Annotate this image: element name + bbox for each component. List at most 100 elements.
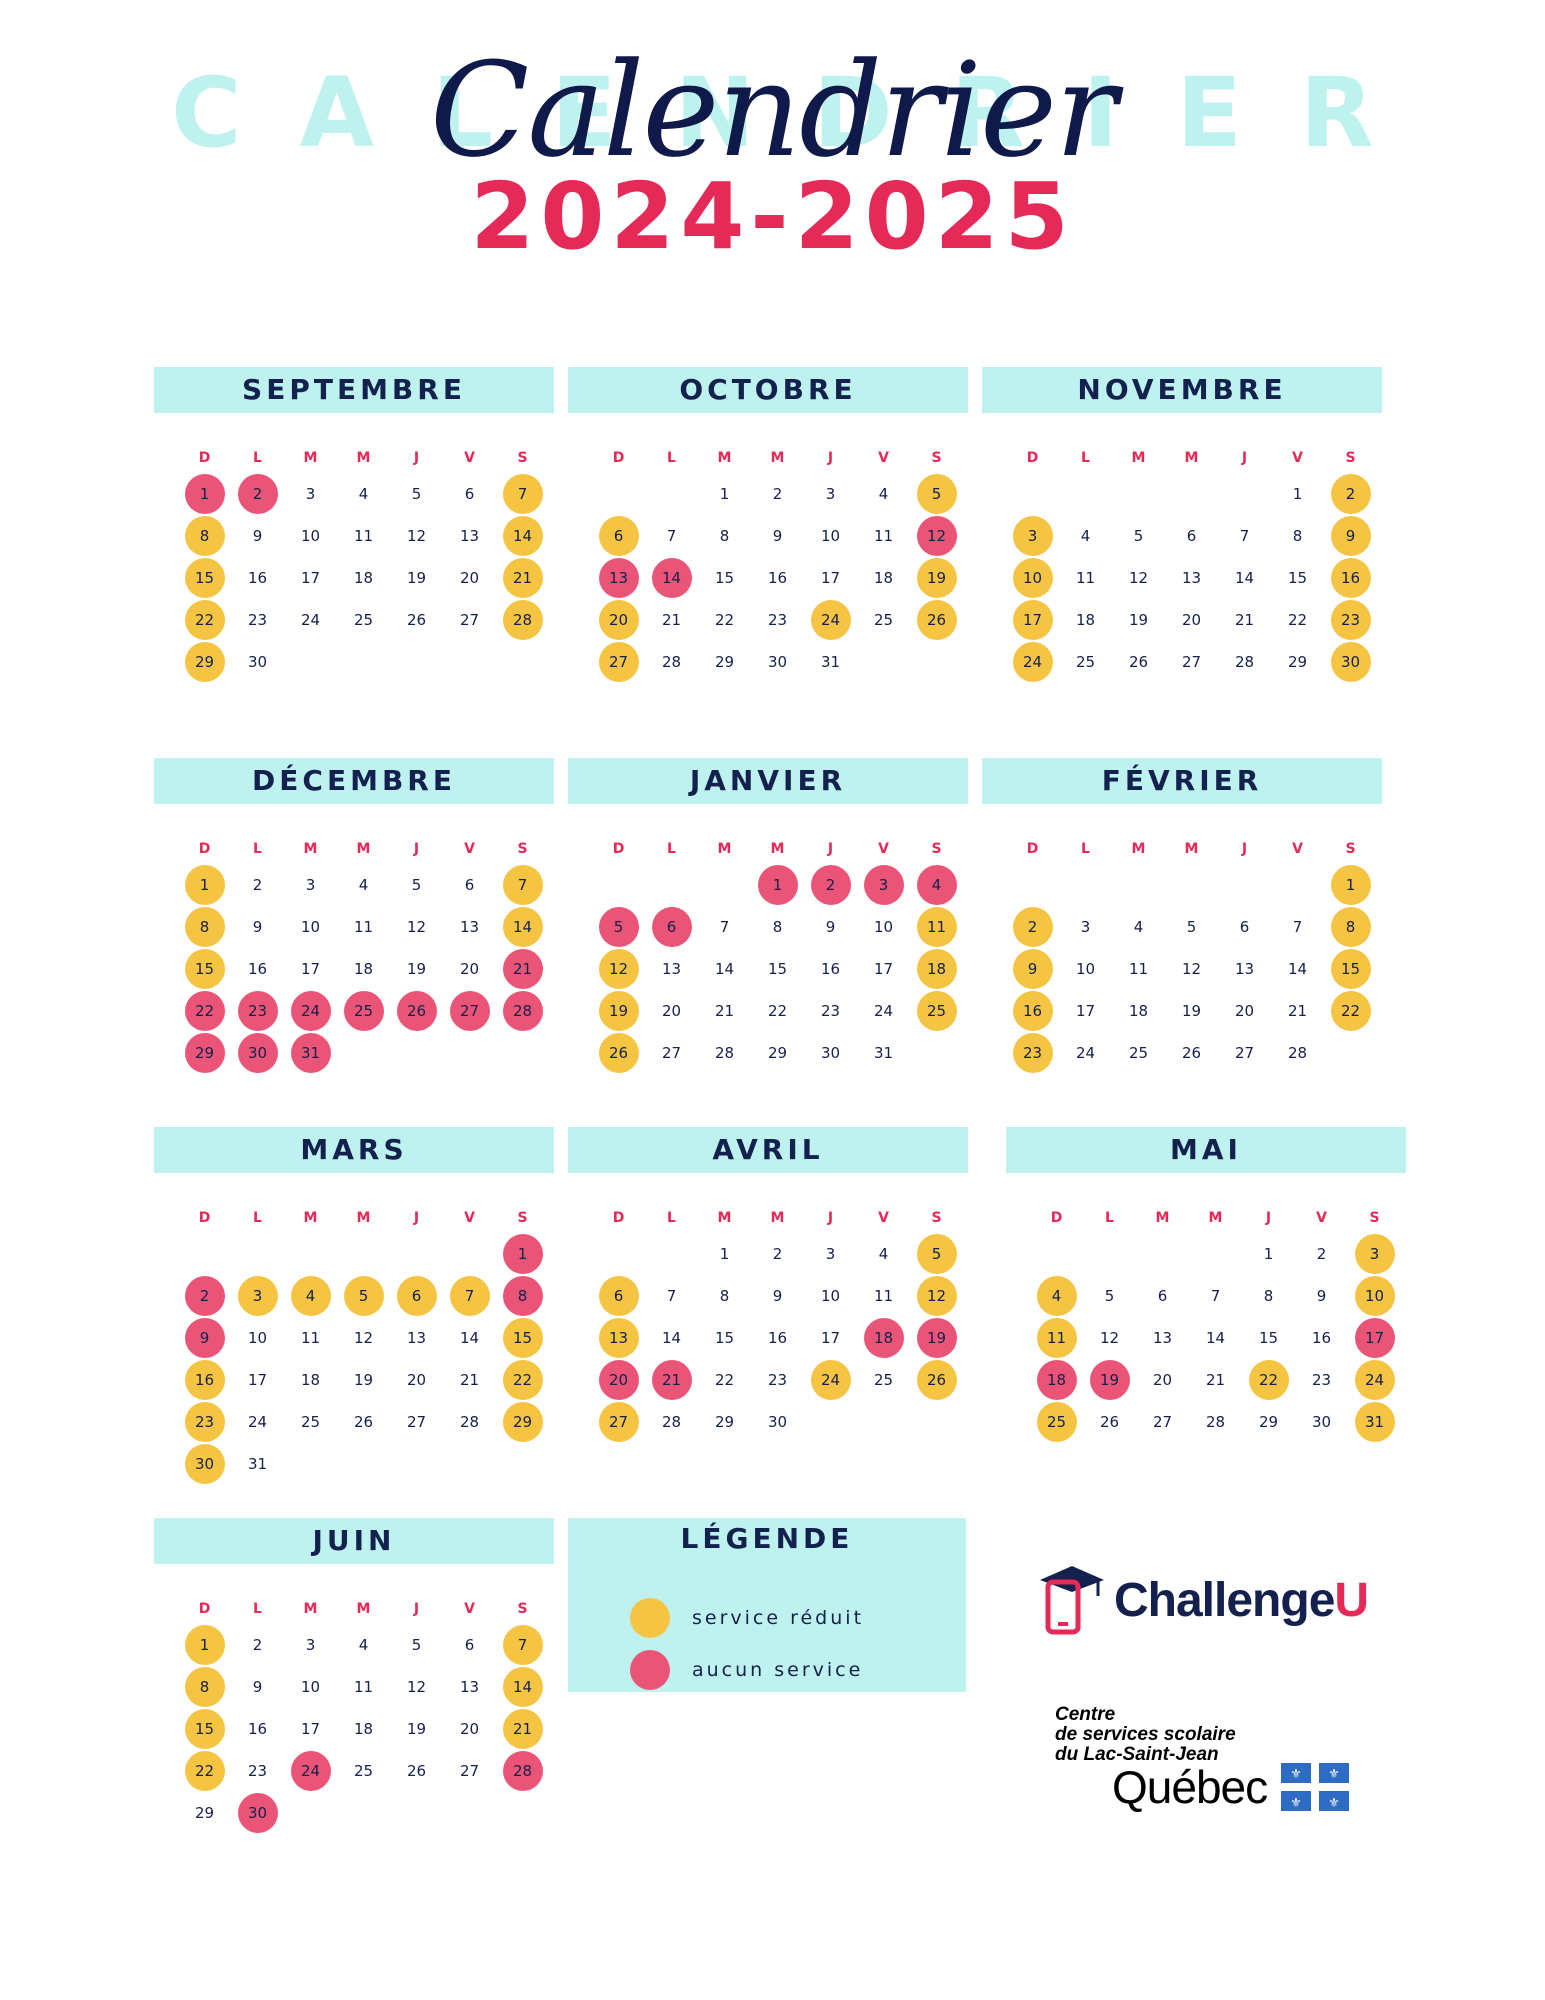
- day-reduced-service: 12: [598, 949, 639, 989]
- day: 13: [661, 960, 682, 978]
- background-letter: L: [431, 57, 494, 169]
- weekday-label: V: [464, 450, 475, 466]
- day-reduced-service: 26: [598, 1033, 639, 1073]
- phone-graduation-cap-icon: [1040, 1566, 1104, 1635]
- day-reduced-service: 12: [916, 1276, 957, 1316]
- weekday-label: D: [612, 450, 625, 466]
- day: 15: [1258, 1329, 1279, 1347]
- day: 28: [714, 1044, 735, 1062]
- day: 10: [873, 918, 894, 936]
- day-reduced-service: 23: [1012, 1033, 1053, 1073]
- day-reduced-service: 1: [184, 1625, 225, 1665]
- month-9: JUIN D L M M J V S 1 2 3 4 5 6 7 8 9 10 11 12 13 14 15 16 17 18 19…: [154, 1518, 554, 1834]
- day: 4: [358, 1636, 369, 1654]
- empty-day: [1030, 1233, 1083, 1275]
- empty-day: [1165, 473, 1218, 515]
- weekday-label: J: [827, 1210, 834, 1226]
- empty-day: [804, 1401, 857, 1443]
- day: 2: [1316, 1245, 1327, 1263]
- svg-text:⚜: ⚜: [1290, 1767, 1302, 1782]
- day: 5: [411, 485, 422, 503]
- day: 6: [464, 876, 475, 894]
- background-letter: D: [813, 57, 893, 169]
- day: 26: [1128, 653, 1149, 671]
- day: 1: [719, 485, 730, 503]
- day: 25: [873, 611, 894, 629]
- day: 28: [661, 653, 682, 671]
- week-row: 16 17 18 19 20 21 22: [1006, 990, 1382, 1032]
- day: 3: [305, 1636, 316, 1654]
- day-reduced-service: 4: [1036, 1276, 1077, 1316]
- script-title: Calendrier: [429, 34, 1117, 186]
- day: 29: [1258, 1413, 1279, 1431]
- day: 26: [406, 1762, 427, 1780]
- day: 25: [1075, 653, 1096, 671]
- day: 21: [1234, 611, 1255, 629]
- week-row: 1 2 3: [1030, 1233, 1406, 1275]
- week-row: 6 7 8 9 10 11 12: [592, 515, 968, 557]
- empty-day: [284, 1792, 337, 1834]
- day: 13: [459, 918, 480, 936]
- day-no-service: 6: [651, 907, 692, 947]
- day: 7: [719, 918, 730, 936]
- background-letter: N: [674, 57, 755, 169]
- background-letter: C: [171, 57, 242, 169]
- weekday-label: M: [356, 1210, 371, 1226]
- day-no-service: 9: [184, 1318, 225, 1358]
- day: 11: [353, 1678, 374, 1696]
- svg-text:⚜: ⚜: [1328, 1796, 1340, 1811]
- day: 29: [714, 1413, 735, 1431]
- day: 11: [1128, 960, 1149, 978]
- empty-day: [857, 641, 910, 683]
- day-reduced-service: 1: [184, 865, 225, 905]
- day-no-service: 30: [237, 1033, 278, 1073]
- background-letter: R: [950, 57, 1025, 169]
- day-reduced-service: 2: [1012, 907, 1053, 947]
- month-title: AVRIL: [568, 1127, 968, 1173]
- day: 11: [873, 527, 894, 545]
- day: 18: [300, 1371, 321, 1389]
- day: 15: [714, 1329, 735, 1347]
- weekday-label: S: [931, 841, 942, 857]
- day-reduced-service: 8: [184, 516, 225, 556]
- weekday-label: V: [464, 1210, 475, 1226]
- week-row: 12 13 14 15 16 17 18: [592, 948, 968, 990]
- empty-day: [390, 641, 443, 683]
- day: 29: [714, 653, 735, 671]
- day-reduced-service: 21: [502, 1709, 543, 1749]
- day: 23: [247, 1762, 268, 1780]
- day: 14: [714, 960, 735, 978]
- weekday-label: L: [667, 1210, 676, 1226]
- day-no-service: 1: [184, 474, 225, 514]
- day: 29: [1287, 653, 1308, 671]
- empty-day: [592, 1233, 645, 1275]
- day-reduced-service: 16: [1330, 558, 1371, 598]
- weekday-label: S: [517, 841, 528, 857]
- day: 8: [1263, 1287, 1274, 1305]
- weekday-label: V: [1316, 1210, 1327, 1226]
- day-reduced-service: 29: [502, 1402, 543, 1442]
- day: 8: [1292, 527, 1303, 545]
- weekday-label: J: [413, 841, 420, 857]
- weekday-label: M: [303, 1210, 318, 1226]
- weekday-label: M: [717, 1210, 732, 1226]
- day: 3: [825, 485, 836, 503]
- week-row: 6 7 8 9 10 11 12: [592, 1275, 968, 1317]
- day: 29: [194, 1804, 215, 1822]
- day: 9: [252, 918, 263, 936]
- day-reduced-service: 6: [396, 1276, 437, 1316]
- day: 13: [459, 527, 480, 545]
- month-4: JANVIER D L M M J V S 1 2 3 4 5 6 7 8 9 10 11 12 13 14 15 16 17 1…: [568, 758, 968, 1074]
- weekday-label: L: [1081, 450, 1090, 466]
- day-reduced-service: 15: [502, 1318, 543, 1358]
- day-reduced-service: 7: [502, 865, 543, 905]
- day: 7: [1210, 1287, 1221, 1305]
- day: 4: [1080, 527, 1091, 545]
- week-row: 10 11 12 13 14 15 16: [1006, 557, 1382, 599]
- day: 30: [247, 653, 268, 671]
- day-no-service: 12: [916, 516, 957, 556]
- day: 28: [661, 1413, 682, 1431]
